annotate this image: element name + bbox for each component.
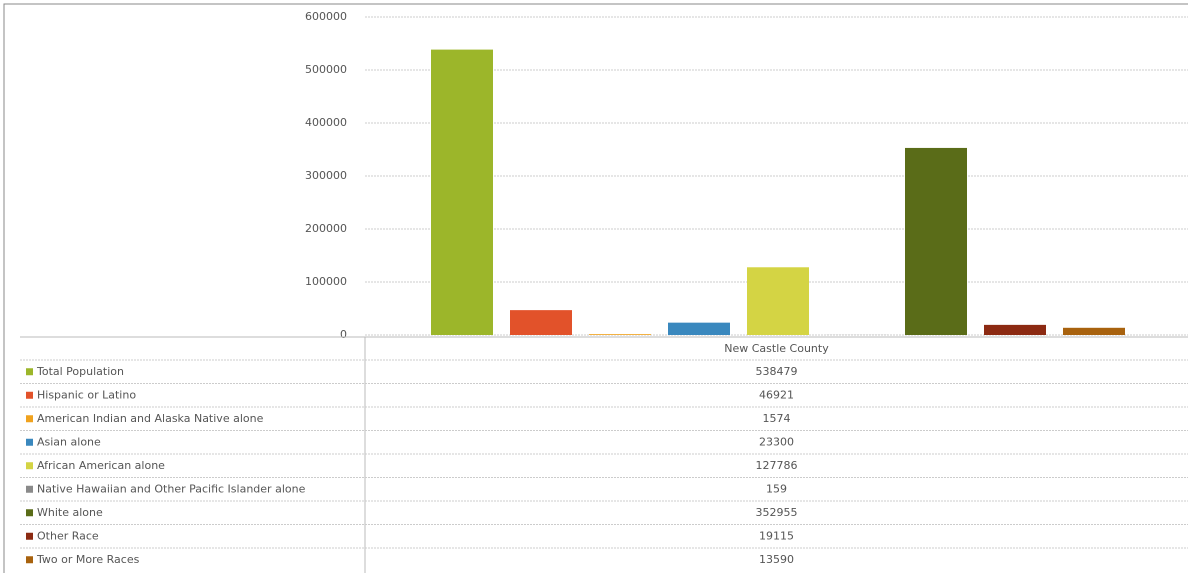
- legend-label: Native Hawaiian and Other Pacific Island…: [37, 482, 306, 495]
- y-tick-label: 100000: [305, 275, 347, 288]
- legend-label: Hispanic or Latino: [37, 388, 136, 401]
- bar: [984, 324, 1046, 335]
- table-value: 23300: [759, 435, 794, 448]
- table-value: 1574: [763, 412, 791, 425]
- y-tick-label: 0: [340, 328, 347, 341]
- column-header: New Castle County: [724, 342, 829, 355]
- table-value: 46921: [759, 388, 794, 401]
- legend-label: American Indian and Alaska Native alone: [37, 412, 264, 425]
- legend-swatch: [26, 462, 33, 470]
- bar: [905, 147, 967, 335]
- legend-label: Total Population: [36, 365, 124, 378]
- y-tick-label: 500000: [305, 63, 347, 76]
- legend-label: Other Race: [37, 529, 99, 542]
- legend-swatch: [26, 485, 33, 493]
- table-value: 352955: [756, 506, 798, 519]
- legend-swatch: [26, 532, 33, 540]
- bar: [668, 322, 730, 335]
- y-tick-label: 200000: [305, 222, 347, 235]
- table-value: 13590: [759, 553, 794, 566]
- legend-swatch: [26, 509, 33, 517]
- table-value: 127786: [756, 459, 798, 472]
- legend-swatch: [26, 368, 33, 376]
- legend-swatch: [26, 438, 33, 446]
- legend-label: African American alone: [37, 459, 165, 472]
- bar: [431, 49, 493, 335]
- bar: [747, 267, 809, 335]
- table-value: 538479: [756, 365, 798, 378]
- legend-swatch: [26, 391, 33, 399]
- y-tick-label: 600000: [305, 10, 347, 23]
- bar: [1063, 327, 1125, 335]
- table-value: 19115: [759, 529, 794, 542]
- legend-label: Two or More Races: [36, 553, 140, 566]
- legend-label: Asian alone: [37, 435, 101, 448]
- y-tick-label: 400000: [305, 116, 347, 129]
- legend-swatch: [26, 556, 33, 564]
- legend-swatch: [26, 415, 33, 423]
- table-value: 159: [766, 482, 787, 495]
- legend-label: White alone: [37, 506, 103, 519]
- frame: [3, 3, 1188, 573]
- y-tick-label: 300000: [305, 169, 347, 182]
- bar: [589, 334, 651, 335]
- bar: [510, 310, 572, 335]
